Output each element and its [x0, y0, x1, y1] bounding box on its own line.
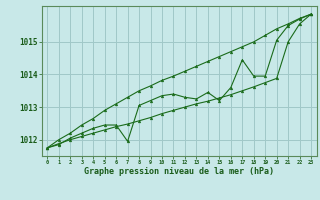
X-axis label: Graphe pression niveau de la mer (hPa): Graphe pression niveau de la mer (hPa) [84, 167, 274, 176]
